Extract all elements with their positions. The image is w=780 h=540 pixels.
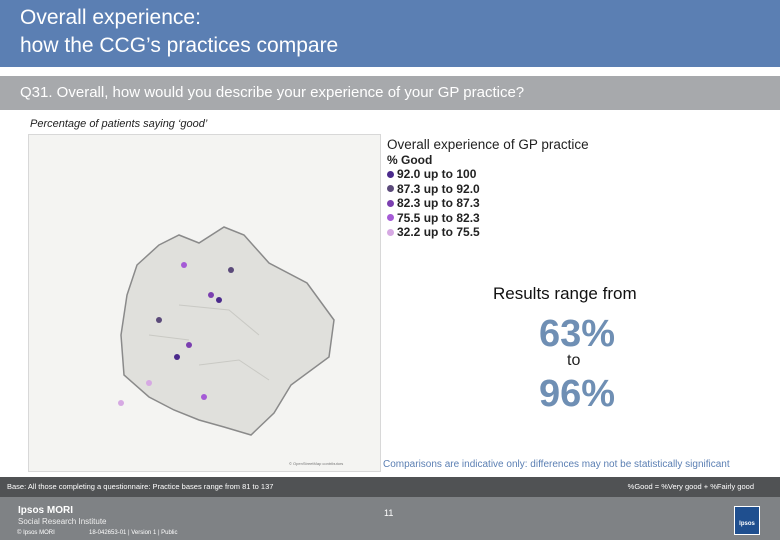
practice-marker	[156, 317, 162, 323]
results-range-label: Results range from	[493, 284, 637, 303]
ipsos-badge-icon: Ipsos	[734, 506, 760, 535]
base-bar: Base: All those completing a questionnai…	[0, 477, 780, 497]
results-low-value: 63%	[538, 313, 616, 355]
practice-marker	[186, 342, 192, 348]
legend-swatch	[387, 214, 394, 222]
legend-title: Overall experience of GP practice	[387, 137, 589, 152]
institute-label: Social Research Institute	[18, 517, 107, 526]
question-text: Q31. Overall, how would you describe you…	[20, 84, 525, 101]
copyright: © Ipsos MORI	[17, 530, 55, 536]
practice-marker	[208, 292, 214, 298]
legend-label: 82.3 up to 87.3	[397, 196, 480, 211]
version-label: 18-042653-01 | Version 1 | Public	[89, 530, 178, 536]
page-title-line1: Overall experience:	[20, 6, 201, 29]
legend-subtitle: % Good	[387, 153, 433, 167]
legend-label: 75.5 up to 82.3	[397, 210, 480, 225]
ccg-map[interactable]: © OpenStreetMap contributors	[28, 134, 381, 472]
legend-swatch	[387, 199, 394, 207]
practice-marker	[174, 354, 180, 360]
comparison-note: Comparisons are indicative only: differe…	[383, 459, 730, 470]
map-legend: Overall experience of GP practice % Good…	[387, 137, 589, 240]
practice-marker	[216, 297, 222, 303]
results-to-label: to	[567, 352, 581, 369]
page-number: 11	[384, 508, 394, 518]
ipsos-mori-logo: Ipsos MORI	[18, 505, 74, 516]
legend-swatch	[387, 185, 394, 193]
legend-item: 32.2 up to 75.5	[387, 225, 589, 240]
practice-marker	[201, 394, 207, 400]
legend-item: 82.3 up to 87.3	[387, 196, 589, 211]
ipsos-badge-text: Ipsos	[739, 521, 755, 527]
practice-marker	[228, 267, 234, 273]
results-high-value: 96%	[538, 373, 616, 415]
legend-item: 87.3 up to 92.0	[387, 182, 589, 197]
legend-item: 92.0 up to 100	[387, 167, 589, 182]
legend-item: 75.5 up to 82.3	[387, 211, 589, 226]
legend-swatch	[387, 228, 394, 236]
map-credit: © OpenStreetMap contributors	[289, 461, 344, 466]
map-graphic	[118, 226, 335, 436]
legend-label: 87.3 up to 92.0	[397, 181, 480, 196]
legend-label: 92.0 up to 100	[397, 167, 477, 182]
footer: Ipsos MORI Social Research Institute © I…	[0, 497, 780, 540]
legend-label: 32.2 up to 75.5	[397, 225, 480, 240]
title-bar: Overall experience: how the CCG’s practi…	[0, 0, 780, 67]
map-subtitle: Percentage of patients saying ‘good’	[30, 118, 208, 130]
good-definition: %Good = %Very good + %Fairly good	[627, 482, 754, 491]
legend-swatch	[387, 170, 394, 178]
question-bar: Q31. Overall, how would you describe you…	[0, 76, 780, 110]
practice-marker	[181, 262, 187, 268]
practice-marker	[146, 380, 152, 386]
page-title-line2: how the CCG’s practices compare	[20, 34, 339, 57]
base-text: Base: All those completing a questionnai…	[7, 482, 274, 491]
ccg-boundary	[120, 226, 335, 436]
practice-marker	[118, 400, 124, 406]
